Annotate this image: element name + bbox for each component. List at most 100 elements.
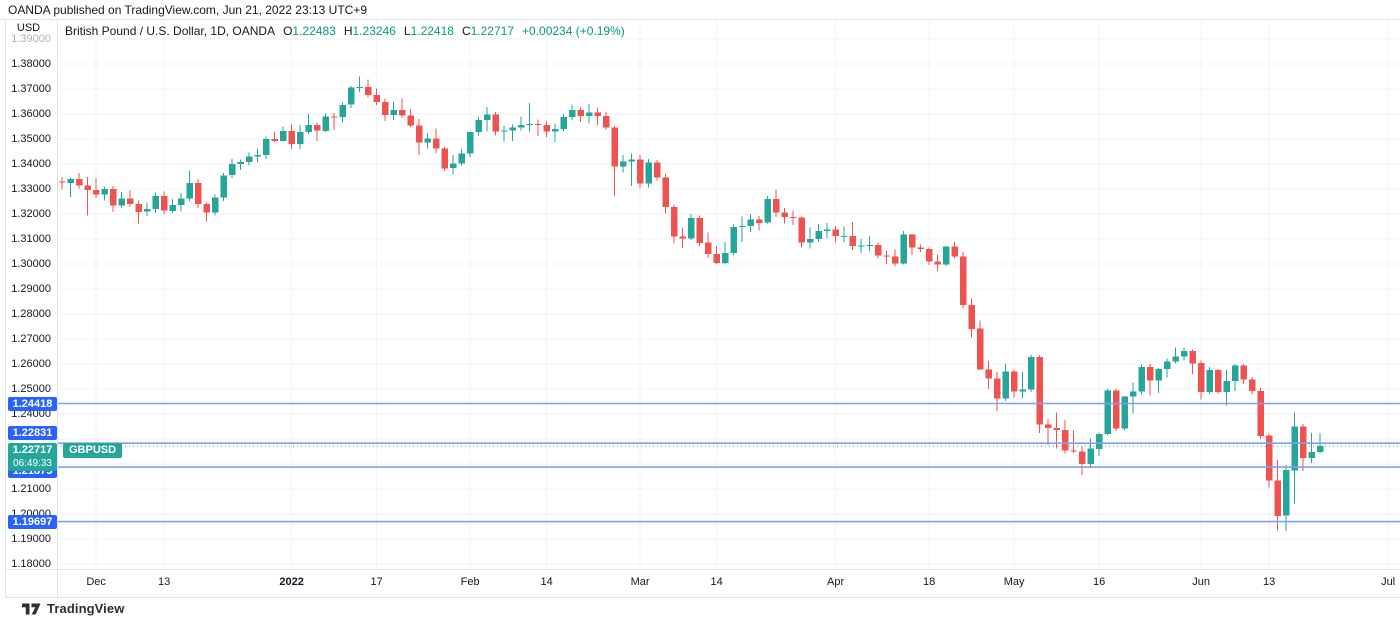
time-tick-label: Feb: [460, 576, 480, 588]
price-tick-label: 1.21000: [11, 482, 51, 495]
candle: [1121, 396, 1128, 431]
candle: [849, 222, 856, 251]
price-axis-border: [57, 19, 58, 597]
candle: [254, 148, 261, 163]
candle: [857, 239, 865, 253]
candle: [798, 216, 805, 248]
time-tick-label: Mar: [630, 576, 650, 588]
left-pane-border: [5, 19, 6, 597]
candle: [500, 125, 508, 142]
candle: [577, 107, 584, 122]
symbol-legend[interactable]: British Pound / U.S. Dollar, 1D, OANDA O…: [65, 23, 625, 39]
candle: [373, 88, 380, 105]
candle: [228, 159, 236, 179]
candle: [611, 126, 618, 196]
price-tick-label: 1.31000: [11, 232, 51, 245]
candle: [415, 119, 423, 155]
candle: [543, 121, 550, 138]
candle: [296, 125, 304, 150]
candle: [305, 114, 312, 134]
candle: [92, 178, 100, 198]
candle: [152, 192, 159, 214]
candle: [398, 98, 406, 118]
candle: [976, 320, 984, 371]
candle: [1172, 347, 1179, 364]
candle: [1129, 382, 1137, 414]
candle: [925, 247, 933, 266]
candle: [806, 227, 814, 249]
candle: [313, 122, 321, 141]
candle: [1248, 377, 1256, 395]
candle: [1010, 369, 1018, 398]
candle: [832, 226, 839, 243]
candle: [874, 242, 882, 259]
candle: [1027, 354, 1035, 392]
candle: [1002, 363, 1009, 402]
price-tick-label: 1.37000: [11, 82, 51, 95]
candle: [58, 177, 66, 190]
candle: [602, 112, 610, 130]
candle: [908, 234, 916, 256]
candle: [730, 224, 737, 256]
candle: [466, 131, 474, 158]
candle: [738, 216, 746, 242]
price-line-symbol-tag: GBPUSD: [63, 443, 123, 459]
price-tick-label: 1.29000: [11, 282, 51, 295]
candle: [1019, 372, 1026, 399]
time-tick-label: May: [1003, 576, 1025, 588]
candle: [1299, 424, 1307, 471]
level-price-label: 1.24418: [8, 396, 57, 411]
ohlc-low: L1.22418: [403, 24, 454, 38]
candle: [1231, 364, 1239, 392]
price-tick-label: 1.33000: [11, 182, 51, 195]
time-tick-label: 16: [1092, 576, 1106, 588]
candle: [364, 79, 372, 98]
candle: [687, 214, 695, 241]
candle: [279, 126, 287, 142]
candle: [432, 128, 440, 154]
level-price-label: 1.19697: [8, 514, 57, 529]
candle: [475, 117, 482, 136]
candle: [1180, 347, 1188, 361]
candle: [458, 149, 465, 167]
candle: [568, 104, 576, 120]
price-tick-label: 1.25000: [11, 382, 51, 395]
candle: [645, 159, 652, 188]
candle: [1078, 447, 1086, 476]
candle: [220, 173, 227, 202]
price-tick-label: 1.39000: [11, 32, 51, 45]
candle: [1112, 389, 1120, 431]
candle: [492, 112, 499, 136]
change-value: +0.00234 (+0.19%): [522, 24, 625, 38]
price-tick-label: 1.38000: [11, 57, 51, 70]
price-tick-label: 1.26000: [11, 357, 51, 370]
candle: [662, 173, 669, 214]
price-tick-label: 1.36000: [11, 107, 51, 120]
tradingview-logo-icon: [22, 603, 41, 615]
grid: [57, 19, 1400, 569]
candle: [118, 192, 125, 208]
current-price-value: 1.22717: [12, 444, 53, 457]
candle: [169, 199, 176, 214]
price-tick-label: 1.19000: [11, 532, 51, 545]
current-price-label: 1.22717 06:49:33: [8, 443, 57, 472]
time-tick-label: 18: [922, 576, 936, 588]
candle: [560, 114, 567, 131]
candle: [1163, 358, 1171, 378]
candle: [126, 190, 134, 208]
candle: [534, 119, 542, 136]
time-tick-label: 13: [157, 576, 171, 588]
time-tick-label: 13: [1262, 576, 1276, 588]
candle: [441, 147, 448, 172]
candle: [135, 200, 142, 224]
horizontal-level-lines[interactable]: [57, 402, 1400, 523]
price-tick-label: 1.30000: [11, 257, 51, 270]
tradingview-logo-link[interactable]: TradingView: [22, 601, 124, 616]
candle: [330, 113, 338, 131]
candle: [381, 98, 389, 121]
candle: [704, 232, 712, 259]
candle: [679, 227, 686, 248]
candle: [1291, 412, 1298, 504]
ohlc-high: H1.23246: [343, 24, 396, 38]
